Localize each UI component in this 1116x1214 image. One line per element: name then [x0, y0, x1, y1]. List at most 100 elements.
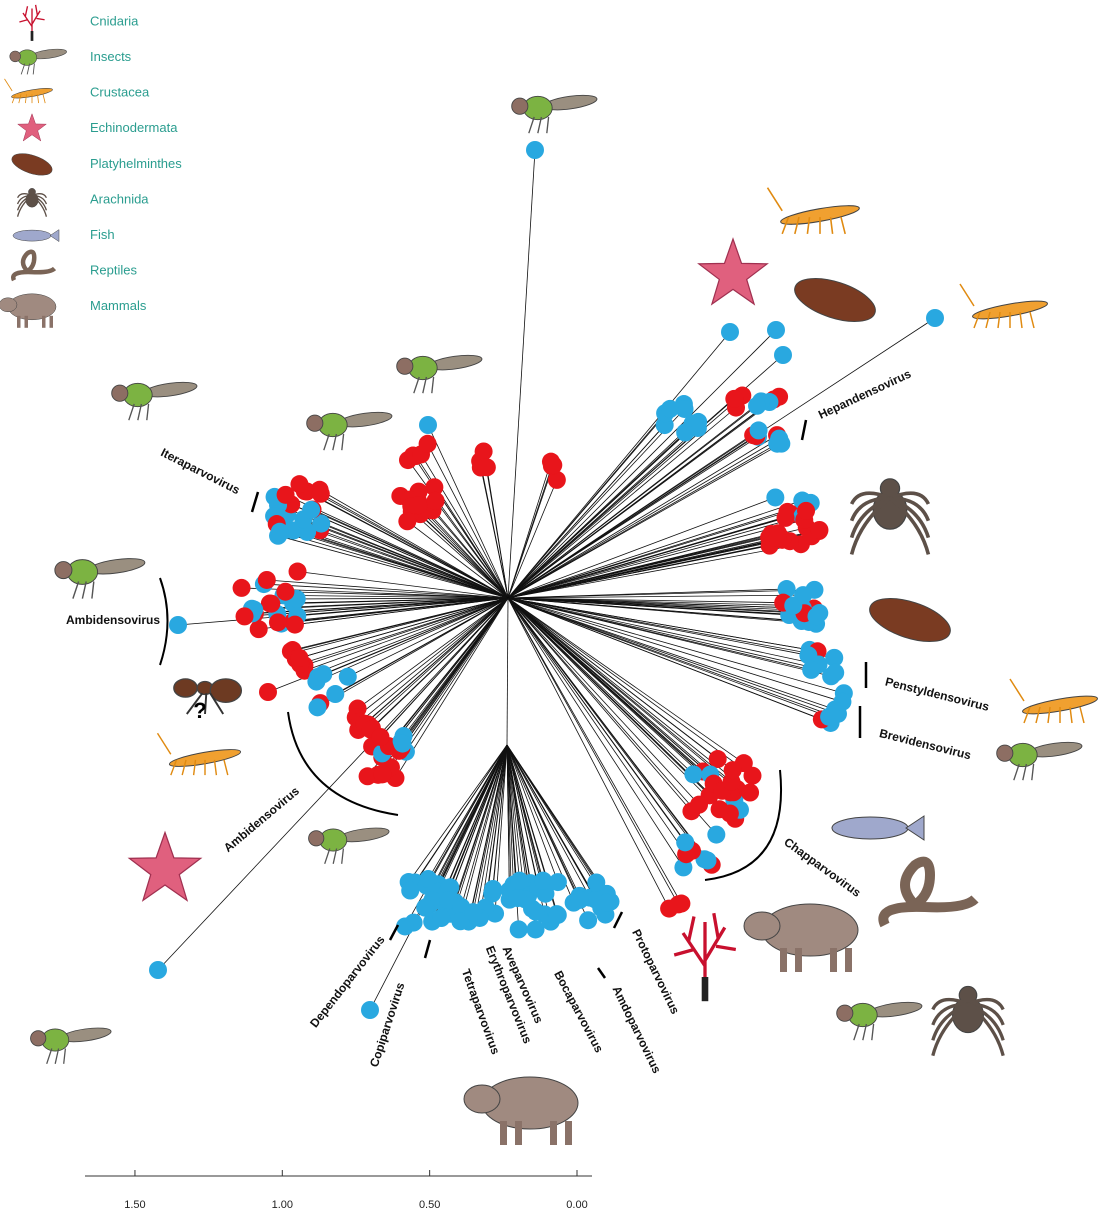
icon-part — [129, 833, 200, 901]
icon-part — [147, 404, 149, 420]
tip — [725, 390, 743, 408]
clade-label: Penstyldensovirus — [884, 674, 991, 713]
clade-bar — [614, 912, 622, 928]
icon-part — [43, 94, 45, 103]
icon-mammal — [464, 1077, 578, 1145]
icon-part — [31, 31, 34, 41]
icon-part — [42, 316, 46, 328]
tip — [509, 889, 527, 907]
icon-part — [50, 316, 54, 328]
tip — [373, 765, 391, 783]
clade-label: Brevidensovirus — [878, 726, 973, 762]
branch — [508, 598, 707, 860]
tip — [236, 607, 254, 625]
icon-part — [224, 760, 228, 775]
icon-part — [795, 948, 802, 972]
tip — [478, 458, 496, 476]
tip — [721, 323, 739, 341]
tip — [544, 456, 562, 474]
tip — [766, 488, 784, 506]
tip — [807, 607, 825, 625]
icon-crust — [1010, 679, 1098, 723]
tip — [510, 920, 528, 938]
branch — [508, 511, 806, 598]
branch — [508, 598, 710, 775]
tip — [684, 765, 702, 783]
clade-bar — [390, 925, 398, 940]
icon-part — [883, 862, 975, 925]
legend-label: Fish — [90, 227, 115, 242]
icon-part — [464, 1085, 500, 1113]
icon-part — [0, 298, 17, 312]
icon-part — [864, 590, 955, 650]
icon-part — [309, 831, 324, 846]
icon-part — [9, 149, 55, 179]
icon-part — [1032, 764, 1034, 780]
icon-star — [129, 833, 200, 901]
tip — [394, 735, 412, 753]
tip — [259, 683, 277, 701]
branch — [335, 598, 508, 694]
tip — [464, 903, 482, 921]
tip — [797, 502, 815, 520]
tip — [724, 761, 742, 779]
icon-snake — [883, 862, 975, 925]
icon-insect — [997, 740, 1083, 781]
icon-part — [789, 270, 880, 330]
branch — [508, 598, 686, 854]
icon-part — [18, 114, 47, 141]
annotation: ? — [193, 698, 206, 723]
icon-part — [906, 816, 924, 840]
legend-label: Insects — [90, 49, 132, 64]
icon-crust — [4, 79, 53, 103]
tip — [784, 597, 802, 615]
tip — [475, 442, 493, 460]
tip — [398, 512, 416, 530]
tip — [826, 664, 844, 682]
tip — [396, 917, 414, 935]
icon-part — [768, 188, 783, 211]
tip — [339, 668, 357, 686]
legend-label: Cnidaria — [90, 13, 139, 28]
icon-part — [1070, 707, 1072, 723]
scale-tick-label: 1.50 — [124, 1199, 145, 1211]
tip — [326, 685, 344, 703]
tip — [302, 501, 320, 519]
tip — [371, 728, 389, 746]
tip — [669, 895, 687, 913]
icon-insect — [10, 47, 67, 74]
branch — [508, 409, 685, 598]
tip — [419, 435, 437, 453]
tip — [833, 693, 851, 711]
icon-part — [47, 1049, 52, 1064]
icon-part — [550, 1121, 557, 1145]
branch — [508, 512, 787, 598]
legend-label: Arachnida — [90, 191, 149, 206]
tip — [291, 649, 309, 667]
icon-part — [414, 377, 419, 393]
tip — [416, 899, 434, 917]
branch — [368, 598, 508, 725]
tip — [549, 906, 567, 924]
tip — [526, 141, 544, 159]
icon-part — [21, 64, 25, 75]
icon-spider — [933, 986, 1003, 1055]
icon-worm — [789, 270, 880, 330]
icon-fish — [13, 230, 59, 242]
icon-part — [158, 733, 171, 754]
branch — [508, 396, 742, 598]
branch — [428, 745, 507, 879]
legend-label: Reptiles — [90, 263, 137, 278]
icon-part — [699, 239, 767, 304]
tip — [410, 496, 428, 514]
icon-part — [515, 1121, 522, 1145]
clade-label: Bocaparvovirus — [551, 968, 606, 1055]
icon-coral — [674, 913, 736, 1001]
tip — [777, 509, 795, 527]
icon-mammal — [0, 294, 56, 328]
legend-label: Platyhelminthes — [90, 156, 182, 171]
clade-label: Copiparvovirus — [367, 980, 408, 1068]
icon-part — [960, 284, 974, 306]
icon-coral — [19, 5, 44, 41]
icon-part — [547, 117, 549, 133]
